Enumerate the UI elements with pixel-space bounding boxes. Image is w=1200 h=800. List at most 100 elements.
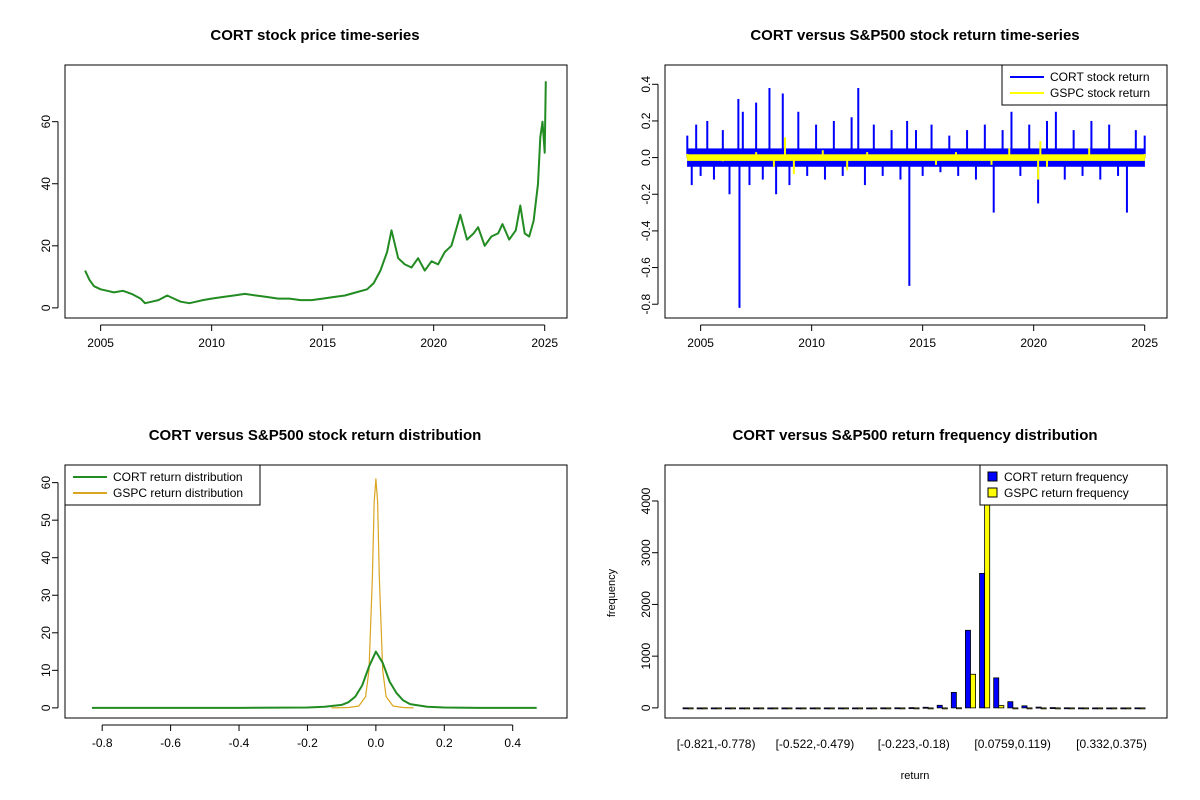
cort-frequency-bar bbox=[922, 706, 929, 709]
gspc-frequency-bar bbox=[899, 707, 906, 710]
returns-plot-frame bbox=[664, 64, 1168, 319]
freq-plot-frame bbox=[664, 464, 1168, 719]
cort-frequency-bar bbox=[767, 707, 774, 710]
price-x-tick-label: 2005 bbox=[87, 336, 114, 350]
price-chart: 2005 2010 2015 2020 2025 0 20 40 60 bbox=[39, 64, 568, 350]
gspc-frequency-bar bbox=[772, 707, 779, 710]
cort-frequency-bar bbox=[809, 707, 816, 710]
price-x-tick-label: 2015 bbox=[309, 336, 336, 350]
gspc-frequency-bar bbox=[998, 705, 1005, 709]
cort-frequency-bar bbox=[1035, 706, 1042, 709]
gspc-frequency-bar bbox=[786, 707, 793, 710]
density-y-tick-label: 0 bbox=[39, 704, 53, 711]
cort-density-line bbox=[91, 650, 537, 709]
density-legend-label: GSPC return distribution bbox=[113, 486, 243, 500]
freq-y-axis-label: frequency bbox=[606, 568, 618, 617]
gspc-frequency-bar bbox=[1097, 707, 1104, 710]
density-y-tick-label: 30 bbox=[39, 588, 53, 602]
density-plot-frame bbox=[64, 464, 568, 719]
density-y-tick-label: 50 bbox=[39, 513, 53, 527]
returns-y-tick-label: 0.2 bbox=[639, 112, 653, 129]
gspc-frequency-bar bbox=[1040, 707, 1047, 710]
freq-chart: 0 1000 2000 3000 4000 [-0.821,-0.778) [-0.522,… bbox=[639, 464, 1168, 751]
cort-frequency-bar bbox=[1049, 707, 1056, 709]
gspc-frequency-bar bbox=[758, 707, 765, 710]
gspc-density-line bbox=[331, 478, 414, 709]
cort-frequency-bar bbox=[837, 707, 844, 710]
cort-frequency-bar bbox=[908, 707, 915, 710]
cort-frequency-bar bbox=[781, 707, 788, 710]
cort-frequency-bar bbox=[936, 704, 943, 709]
freq-y-tick-label: 0 bbox=[639, 704, 653, 711]
freq-legend-swatch bbox=[987, 471, 998, 482]
returns-y-tick-label: -0.8 bbox=[639, 294, 653, 315]
cort-frequency-bar bbox=[724, 707, 731, 710]
density-chart: -0.8 -0.6 -0.4 -0.2 0.0 0.2 0.4 0 10 20 30 40 50 60 CO… bbox=[39, 464, 568, 750]
gspc-frequency-bar bbox=[828, 707, 835, 710]
freq-x-tick-label: [-0.522,-0.479) bbox=[776, 737, 855, 751]
cort-frequency-bar bbox=[866, 707, 873, 710]
freq-x-tick-label: [-0.821,-0.778) bbox=[677, 737, 756, 751]
cort-frequency-bar bbox=[852, 707, 858, 710]
gspc-frequency-bar bbox=[970, 673, 976, 709]
freq-y-tick-label: 3000 bbox=[639, 539, 653, 566]
density-y-tick-label: 40 bbox=[39, 551, 53, 565]
density-x-tick-label: 0.0 bbox=[368, 736, 385, 750]
cort-frequency-bar bbox=[696, 707, 703, 710]
cort-frequency-bar bbox=[1092, 707, 1098, 710]
density-y-tick-label: 10 bbox=[39, 663, 53, 677]
cort-frequency-bar bbox=[823, 707, 830, 710]
gspc-frequency-bar bbox=[927, 707, 934, 710]
gspc-frequency-bar bbox=[687, 707, 694, 710]
price-y-tick-label: 20 bbox=[39, 239, 53, 253]
gspc-frequency-bar bbox=[941, 707, 948, 710]
freq-legend-box bbox=[979, 464, 1168, 506]
density-x-tick-label: -0.6 bbox=[160, 736, 181, 750]
price-x-tick-label: 2025 bbox=[531, 336, 558, 350]
gspc-frequency-bar bbox=[1068, 707, 1075, 710]
density-x-tick-label: -0.2 bbox=[297, 736, 318, 750]
freq-x-tick-label: [0.332,0.375) bbox=[1076, 737, 1147, 751]
density-legend-label: CORT return distribution bbox=[113, 470, 243, 484]
density-x-tick-label: 0.4 bbox=[504, 736, 521, 750]
density-y-tick-label: 20 bbox=[39, 626, 53, 640]
density-x-tick-label: -0.4 bbox=[229, 736, 250, 750]
gspc-frequency-bar bbox=[1139, 707, 1146, 710]
returns-y-tick-label: 0.4 bbox=[639, 76, 653, 93]
gspc-frequency-bar bbox=[1012, 707, 1019, 710]
gspc-frequency-bar bbox=[843, 707, 849, 710]
returns-y-tick-label: -0.6 bbox=[639, 257, 653, 278]
gspc-frequency-bar bbox=[744, 707, 751, 710]
freq-x-axis-label: return bbox=[901, 770, 930, 782]
cort-frequency-bar bbox=[1106, 707, 1113, 710]
gspc-frequency-bar bbox=[1125, 707, 1132, 710]
price-plot-frame bbox=[64, 64, 568, 319]
freq-legend-label: GSPC return frequency bbox=[1004, 486, 1129, 500]
price-chart-title: CORT stock price time-series bbox=[210, 27, 419, 44]
cort-frequency-bar bbox=[795, 707, 802, 710]
returns-y-tick-label: -0.2 bbox=[639, 184, 653, 205]
gspc-frequency-bar bbox=[1083, 707, 1089, 710]
gspc-frequency-bar bbox=[715, 707, 722, 710]
freq-y-tick-label: 4000 bbox=[639, 487, 653, 514]
returns-y-tick-label: -0.4 bbox=[639, 220, 653, 241]
returns-x-tick-label: 2010 bbox=[798, 336, 825, 350]
returns-chart: 2005 2010 2015 2020 2025 -0.8 -0.6 -0.4 -0.2 0.0 0… bbox=[639, 64, 1168, 350]
cort-frequency-bar bbox=[880, 707, 887, 710]
returns-x-tick-label: 2020 bbox=[1020, 336, 1047, 350]
gspc-frequency-bar bbox=[871, 707, 878, 710]
returns-chart-title: CORT versus S&P500 stock return time-ser… bbox=[750, 27, 1079, 44]
cort-frequency-bar bbox=[965, 629, 971, 709]
gspc-frequency-bar bbox=[814, 707, 821, 710]
gspc-frequency-bar bbox=[730, 707, 736, 710]
price-y-tick-label: 60 bbox=[39, 115, 53, 129]
cort-frequency-bar bbox=[950, 691, 957, 709]
cort-frequency-bar bbox=[979, 572, 986, 709]
density-legend-box bbox=[64, 464, 261, 506]
price-x-tick-label: 2020 bbox=[420, 336, 447, 350]
cort-frequency-bar bbox=[753, 707, 760, 710]
cort-frequency-bar bbox=[1120, 707, 1127, 710]
gspc-frequency-bar bbox=[955, 707, 962, 710]
returns-x-tick-label: 2025 bbox=[1131, 336, 1158, 350]
